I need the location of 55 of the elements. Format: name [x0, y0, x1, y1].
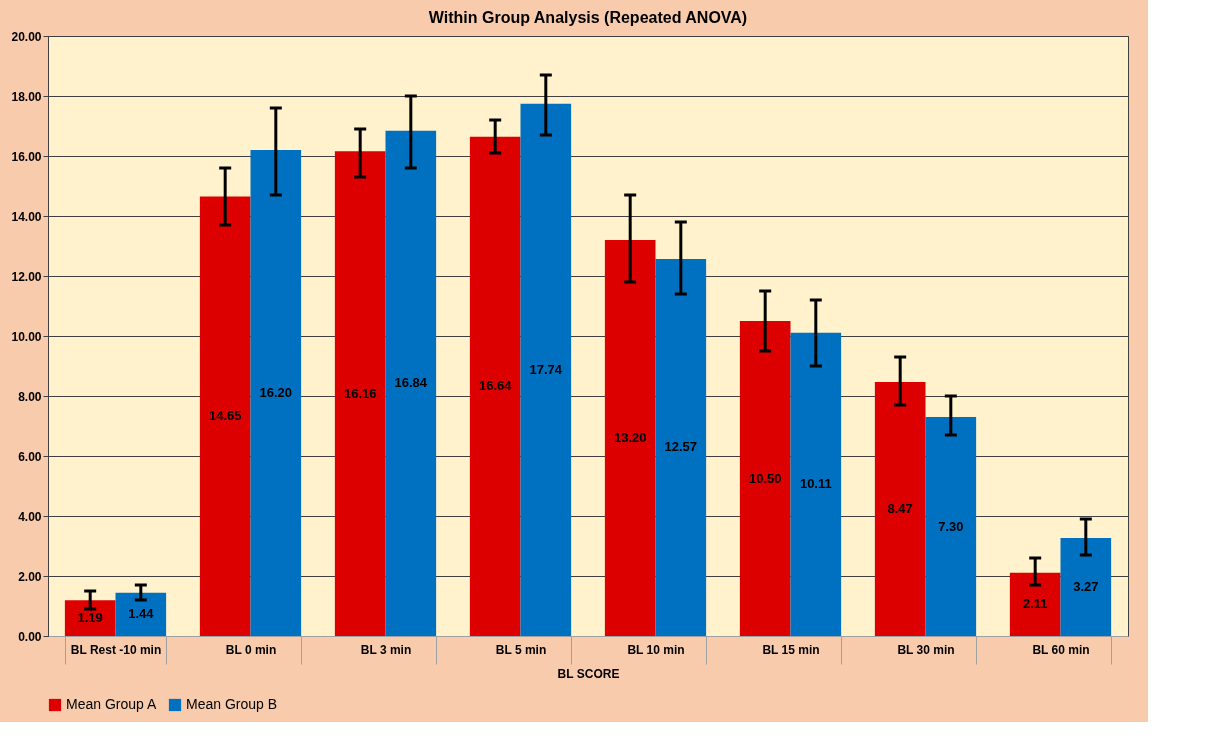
bar — [334, 151, 386, 636]
data-label: 16.16 — [343, 385, 377, 401]
x-tick-label: BL 15 min — [762, 642, 820, 657]
data-label: 7.30 — [938, 518, 964, 534]
x-axis-title: BL SCORE — [557, 667, 620, 681]
x-tick-label: BL 30 min — [897, 642, 955, 657]
y-tick-label: 20.00 — [11, 29, 42, 44]
y-tick-label: 8.00 — [18, 389, 42, 404]
data-label: 16.64 — [478, 378, 513, 394]
data-label: 3.27 — [1073, 578, 1099, 594]
legend-label: Mean Group A — [66, 696, 157, 712]
y-tick-label: 6.00 — [18, 449, 42, 464]
data-label: 1.44 — [128, 606, 155, 622]
bar — [1009, 572, 1061, 636]
y-tick-label: 18.00 — [11, 89, 42, 104]
bar — [874, 381, 926, 636]
data-label: 12.57 — [664, 439, 698, 455]
data-label: 14.65 — [208, 408, 242, 424]
bar — [115, 592, 167, 636]
data-label: 16.20 — [259, 385, 293, 400]
data-label: 1.19 — [77, 610, 103, 626]
bar — [790, 332, 842, 636]
y-tick-label: 2.00 — [18, 569, 42, 584]
bar — [469, 136, 521, 636]
y-tick-label: 10.00 — [11, 329, 42, 344]
chart-title: Within Group Analysis (Repeated ANOVA) — [428, 9, 748, 26]
legend-label: Mean Group B — [186, 696, 278, 712]
bar — [199, 196, 251, 636]
x-tick-label: BL 3 min — [360, 642, 412, 657]
data-label: 10.11 — [799, 476, 832, 492]
bar — [739, 321, 791, 636]
y-tick-label: 0.00 — [18, 629, 42, 644]
bar — [1060, 537, 1112, 636]
x-tick-label: BL 10 min — [627, 642, 685, 657]
x-tick-label: BL 0 min — [225, 642, 277, 657]
x-tick-label: BL Rest -10 min — [70, 642, 162, 657]
data-label: 10.50 — [748, 470, 782, 486]
y-tick-label: 14.00 — [11, 209, 42, 224]
bar — [250, 150, 302, 636]
data-label: 13.20 — [613, 430, 647, 445]
data-label: 16.84 — [394, 375, 428, 391]
data-label: 17.74 — [529, 361, 563, 377]
bar — [925, 417, 977, 636]
bar — [64, 600, 116, 636]
y-tick-label: 12.00 — [11, 269, 42, 284]
y-tick-label: 4.00 — [18, 509, 42, 524]
bar — [655, 258, 707, 636]
x-tick-label: BL 5 min — [495, 642, 547, 657]
data-label: 2.11 — [1022, 596, 1048, 612]
data-label: 8.47 — [887, 500, 913, 516]
x-tick-label: BL 60 min — [1032, 642, 1090, 657]
bar — [604, 240, 656, 636]
bar — [520, 103, 572, 636]
y-tick-label: 16.00 — [11, 149, 42, 164]
bar — [385, 130, 437, 636]
